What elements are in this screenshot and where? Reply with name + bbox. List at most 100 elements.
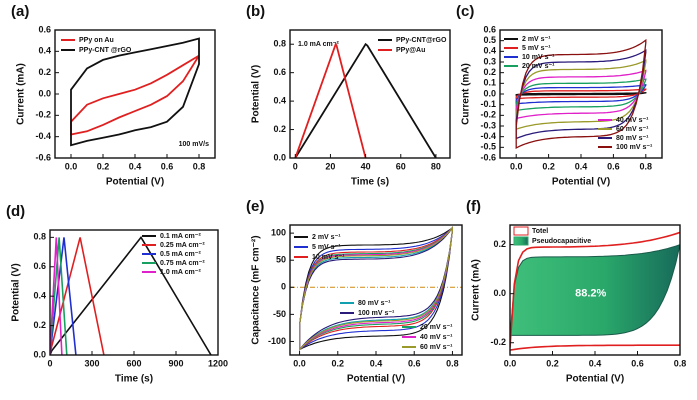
y-tick-label-9: 0.3 (483, 56, 496, 66)
legend-label-0: Totel (532, 228, 548, 235)
legend-label-4: 100 mV s⁻¹ (358, 310, 395, 317)
x-tick-label-3: 0.6 (631, 358, 644, 368)
panel-label-d: (d) (6, 203, 25, 220)
panel-b: (b) 0 20 40 60 80 0.0 0.2 0.4 0.6 0.8 Time (s) Poten… (246, 3, 451, 188)
y-tick-label-3: 50 (276, 255, 286, 265)
x-tick-label-4: 0.8 (193, 161, 206, 171)
y-tick-label-4: -0.2 (480, 110, 496, 120)
y-axis-label-a: Current (mA) (16, 63, 27, 125)
series-line-1 (70, 37, 200, 147)
series-line-1 (294, 42, 367, 158)
plot-area-b (294, 42, 437, 158)
y-axis-label-f: Current (mA) (471, 259, 482, 321)
x-tick-label-4: 0.8 (446, 358, 459, 368)
y-tick-label-2: 0.4 (33, 291, 46, 301)
legend-label-3: 20 mV s⁻¹ (522, 63, 555, 70)
y-tick-label-0: -0.6 (480, 152, 496, 162)
plot-area-c (515, 38, 647, 149)
y-axis-label-d: Potential (V) (11, 263, 22, 321)
x-tick-label-0: 0 (293, 161, 298, 171)
y-tick-label-4: 0.8 (33, 232, 46, 242)
legend-label-5: 20 mV s⁻¹ (420, 324, 453, 331)
x-tick-label-1: 20 (325, 161, 335, 171)
y-tick-label-2: -0.2 (35, 110, 51, 120)
x-tick-label-2: 0.4 (129, 161, 142, 171)
plot-area-f (510, 231, 680, 351)
x-tick-label-3: 900 (168, 358, 183, 368)
panel-a: (a) 0.0 0.2 0.4 0.6 0.8 -0.6 -0.4 -0.2 0.0 0.2 0.4 0… (11, 3, 216, 188)
series-line-6 (515, 49, 647, 140)
x-tick-label-1: 300 (84, 358, 99, 368)
legend-label-2: 10 mV s⁻¹ (522, 54, 555, 61)
x-tick-label-3: 0.6 (607, 161, 620, 171)
legend-label-1: 0.25 mA cm⁻² (160, 242, 205, 249)
y-tick-label-1: -0.5 (480, 142, 496, 152)
y-tick-label-0: 0.0 (273, 152, 286, 162)
legend-label-0: PPy on Au (79, 37, 114, 44)
panel-label-a: (a) (11, 3, 29, 20)
x-tick-label-0: 0.0 (510, 161, 523, 171)
legend-label-4: 1.0 mA cm⁻² (160, 269, 201, 276)
y-tick-label-0: -0.6 (35, 152, 51, 162)
x-tick-label-2: 0.4 (575, 161, 588, 171)
y-tick-label-0: 0.0 (33, 349, 46, 359)
y-axis-label-b: Potential (V) (251, 65, 262, 123)
y-tick-label-4: 0.2 (38, 67, 51, 77)
x-tick-label-1: 0.2 (546, 358, 559, 368)
annotation-a: 100 mV/s (179, 141, 209, 148)
legend-label-3: 0.75 mA cm⁻² (160, 260, 205, 267)
panel-e: (e) 0.0 0.2 0.4 0.6 0.8 -100 -50 0 50 100 Potential… (246, 198, 463, 385)
x-axis-label-e: Potential (V) (347, 374, 405, 385)
pseudocapacitive-area (510, 244, 680, 336)
x-tick-label-0: 0 (47, 358, 52, 368)
series-line-4 (515, 69, 647, 120)
x-tick-label-4: 1200 (208, 358, 228, 368)
y-tick-label-2: 0 (281, 282, 286, 292)
panel-label-b: (b) (246, 3, 265, 20)
y-tick-label-12: 0.6 (483, 24, 496, 34)
total-lower-line (510, 344, 680, 351)
y-axis-label-c: Current (mA) (461, 63, 472, 125)
annotation-f: 88.2% (575, 288, 606, 300)
x-axis-label-b: Time (s) (351, 177, 389, 188)
legend-label-0: 0.1 mA cm⁻² (160, 233, 201, 240)
x-tick-label-0: 0.0 (65, 161, 78, 171)
y-axis-label-e: Capacitance (mF cm⁻²) (251, 235, 262, 344)
legend-label-2: 10 mV s⁻¹ (312, 254, 345, 261)
y-tick-label-10: 0.4 (483, 46, 496, 56)
x-tick-label-2: 0.4 (589, 358, 602, 368)
x-tick-label-4: 80 (431, 161, 441, 171)
legend-label-7: 100 mV s⁻¹ (616, 144, 653, 151)
x-tick-label-1: 0.2 (332, 358, 345, 368)
legend-swatch-1 (513, 236, 529, 246)
series-line-5 (515, 59, 647, 131)
legend-label-2: 0.5 mA cm⁻² (160, 251, 201, 258)
x-tick-label-4: 0.8 (640, 161, 653, 171)
series-line-2 (515, 84, 647, 105)
x-tick-label-4: 0.8 (674, 358, 687, 368)
panel-c: (c) 0.0 0.2 0.4 0.6 0.8 -0.6-0.5-0.4-0.3-0.2-0… (456, 3, 663, 188)
y-tick-label-8: 0.2 (483, 67, 496, 77)
y-tick-label-3: 0.0 (38, 88, 51, 98)
series-line-3 (515, 78, 647, 112)
panel-label-c: (c) (456, 3, 474, 20)
y-tick-label-0: -0.2 (490, 337, 506, 347)
legend-label-0: 2 mV s⁻¹ (312, 234, 341, 241)
series-line-7 (299, 226, 453, 352)
legend-label-1: 5 mV s⁻¹ (312, 244, 341, 251)
x-tick-label-3: 60 (396, 161, 406, 171)
y-tick-label-6: 0.6 (38, 24, 51, 34)
legend-label-3: 80 mV s⁻¹ (358, 300, 391, 307)
y-tick-label-4: 0.8 (273, 39, 286, 49)
y-tick-label-4: 100 (271, 228, 286, 238)
y-tick-label-2: 0.4 (273, 95, 286, 105)
y-tick-label-5: 0.4 (38, 46, 51, 56)
series-line-1 (515, 88, 647, 100)
legend-label-0: 2 mV s⁻¹ (522, 36, 551, 43)
legend-label-0: PPy-CNT@rGO (396, 37, 447, 44)
panel-label-f: (f) (466, 198, 481, 215)
y-tick-label-1: 0.0 (493, 288, 506, 298)
y-tick-label-1: 0.2 (273, 124, 286, 134)
axes-frame-b (289, 29, 451, 159)
